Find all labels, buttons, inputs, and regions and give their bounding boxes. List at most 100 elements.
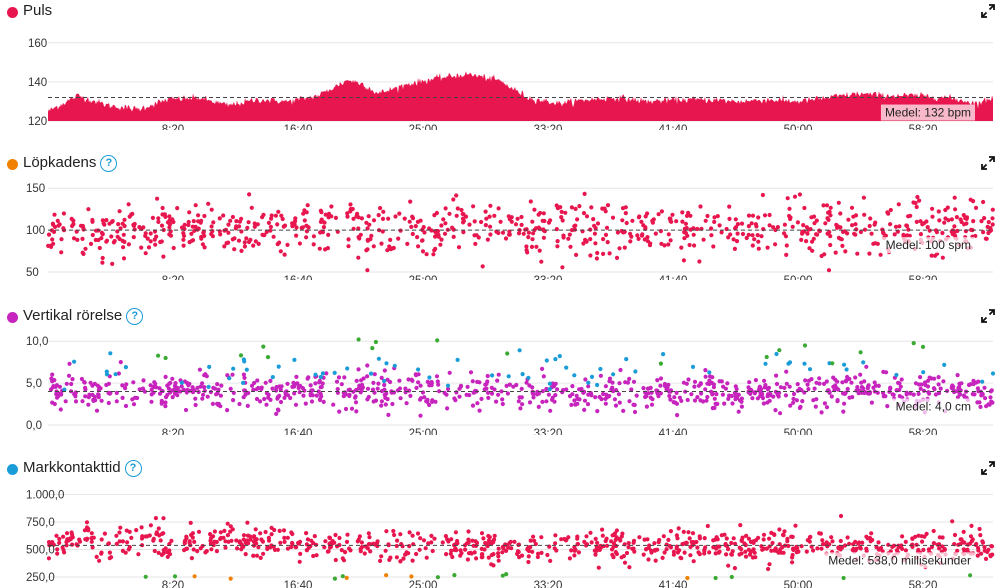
- data-point: [202, 385, 207, 390]
- data-point: [290, 540, 295, 546]
- data-point: [819, 253, 824, 259]
- data-point: [780, 545, 785, 550]
- data-point: [46, 540, 52, 545]
- data-point: [171, 245, 176, 251]
- data-point: [535, 392, 540, 397]
- data-point: [333, 532, 338, 538]
- data-point: [760, 192, 766, 198]
- data-point: [900, 546, 905, 551]
- data-point: [188, 520, 193, 525]
- data-point: [282, 539, 287, 544]
- data-point: [161, 548, 166, 553]
- data-point: [644, 547, 649, 552]
- question-circle-icon[interactable]: ?: [100, 155, 118, 172]
- data-point: [277, 393, 282, 398]
- question-circle-icon[interactable]: ?: [124, 460, 142, 477]
- expand-arrows-icon[interactable]: [981, 461, 995, 475]
- data-point: [211, 542, 216, 547]
- data-point: [347, 392, 352, 397]
- data-point: [773, 227, 778, 233]
- data-point: [212, 529, 217, 534]
- data-point: [925, 225, 930, 230]
- data-point: [258, 555, 263, 560]
- data-point: [370, 346, 375, 351]
- data-point: [530, 219, 535, 224]
- data-point: [750, 233, 755, 238]
- data-point: [532, 207, 537, 212]
- data-point: [910, 542, 915, 547]
- data-point: [167, 552, 173, 557]
- data-point: [819, 546, 824, 551]
- data-point: [765, 394, 770, 399]
- data-point: [290, 224, 295, 229]
- data-point: [500, 230, 506, 235]
- data-point: [648, 385, 653, 390]
- data-point: [203, 372, 208, 377]
- data-point: [293, 219, 298, 224]
- data-point: [373, 398, 379, 403]
- data-point: [187, 210, 192, 215]
- data-point: [494, 399, 499, 404]
- data-point: [108, 351, 113, 356]
- data-point: [422, 230, 427, 235]
- data-point: [639, 219, 644, 224]
- data-point: [270, 375, 275, 380]
- data-point: [175, 386, 180, 391]
- data-point: [234, 538, 239, 543]
- data-point: [225, 521, 230, 526]
- expand-arrows-icon[interactable]: [981, 156, 995, 170]
- x-tick-label: 33:20: [534, 275, 563, 280]
- data-point: [780, 532, 786, 537]
- data-point: [62, 550, 67, 555]
- data-point: [407, 544, 412, 549]
- data-point: [168, 233, 174, 238]
- data-point: [249, 383, 255, 388]
- data-point: [977, 526, 982, 532]
- data-point: [793, 523, 798, 528]
- data-point: [805, 231, 810, 236]
- data-point: [750, 396, 755, 401]
- data-point: [388, 237, 393, 242]
- x-tick-label: 25:00: [409, 580, 438, 588]
- data-point: [807, 367, 813, 372]
- data-point: [241, 380, 246, 385]
- data-point: [623, 211, 628, 216]
- data-point: [817, 381, 822, 386]
- data-point: [504, 572, 509, 577]
- data-point: [918, 375, 923, 380]
- data-point: [808, 534, 813, 539]
- data-point: [858, 372, 863, 377]
- data-point: [853, 222, 858, 227]
- expand-arrows-icon[interactable]: [981, 309, 995, 323]
- data-point: [629, 387, 634, 392]
- data-point: [467, 222, 472, 227]
- data-point: [304, 235, 309, 240]
- data-point: [245, 538, 250, 543]
- data-point: [126, 242, 131, 247]
- data-point: [239, 216, 244, 221]
- data-point: [742, 541, 747, 546]
- question-circle-icon[interactable]: ?: [126, 308, 144, 325]
- data-point: [607, 251, 612, 256]
- data-point: [474, 556, 479, 561]
- data-point: [94, 554, 99, 559]
- data-point: [492, 213, 497, 218]
- data-point: [225, 533, 230, 538]
- data-point: [750, 213, 756, 218]
- data-point: [100, 260, 105, 265]
- data-point: [975, 553, 980, 558]
- data-point: [727, 216, 732, 221]
- data-point: [588, 530, 593, 535]
- data-point: [653, 231, 658, 236]
- data-point: [332, 540, 337, 545]
- data-point: [360, 385, 365, 390]
- data-point: [903, 539, 908, 544]
- data-point: [526, 230, 532, 235]
- data-point: [557, 354, 562, 359]
- data-point: [950, 519, 955, 524]
- data-point: [357, 534, 362, 539]
- expand-arrows-icon[interactable]: [981, 4, 995, 18]
- data-point: [695, 395, 700, 400]
- data-point: [253, 527, 258, 532]
- data-point: [226, 230, 231, 235]
